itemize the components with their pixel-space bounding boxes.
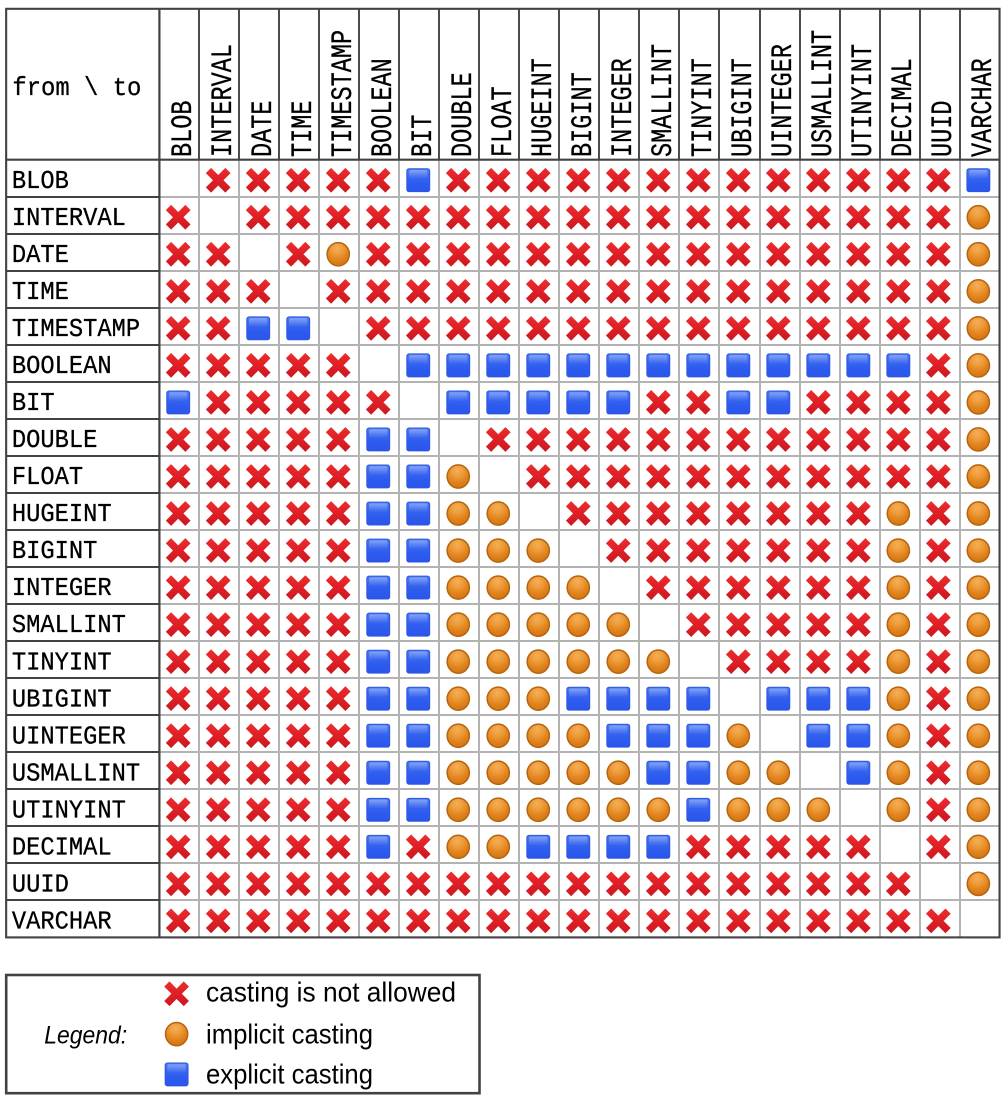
svg-text:BIGINT: BIGINT (567, 72, 600, 157)
svg-text:DATE: DATE (12, 241, 69, 270)
svg-text:USMALLINT: USMALLINT (12, 759, 140, 788)
svg-text:UUID: UUID (12, 870, 69, 899)
svg-text:VARCHAR: VARCHAR (12, 907, 112, 936)
svg-text:TIME: TIME (287, 101, 320, 158)
svg-text:UTINYINT: UTINYINT (847, 44, 880, 157)
svg-text:INTEGER: INTEGER (607, 58, 640, 157)
svg-text:VARCHAR: VARCHAR (967, 58, 1000, 157)
svg-text:explicit casting: explicit casting (206, 1059, 373, 1090)
svg-text:casting is not allowed: casting is not allowed (206, 977, 456, 1008)
svg-text:UBIGINT: UBIGINT (727, 58, 760, 157)
svg-text:SMALLINT: SMALLINT (647, 44, 680, 157)
svg-text:HUGEINT: HUGEINT (12, 500, 112, 529)
svg-text:DOUBLE: DOUBLE (12, 426, 98, 455)
svg-text:from \ to: from \ to (12, 74, 141, 103)
svg-text:HUGEINT: HUGEINT (527, 58, 560, 157)
svg-text:TIMESTAMP: TIMESTAMP (12, 315, 140, 344)
svg-text:BLOB: BLOB (167, 101, 200, 158)
svg-text:BOOLEAN: BOOLEAN (367, 58, 400, 157)
svg-text:BOOLEAN: BOOLEAN (12, 352, 112, 381)
svg-text:UINTEGER: UINTEGER (12, 722, 126, 751)
svg-text:DOUBLE: DOUBLE (447, 72, 480, 157)
svg-text:UINTEGER: UINTEGER (767, 44, 800, 157)
svg-text:FLOAT: FLOAT (487, 86, 520, 157)
svg-text:DECIMAL: DECIMAL (887, 58, 920, 157)
svg-text:INTERVAL: INTERVAL (207, 44, 240, 157)
svg-text:TINYINT: TINYINT (12, 648, 112, 677)
svg-text:BIT: BIT (12, 389, 55, 418)
svg-text:TIMESTAMP: TIMESTAMP (327, 30, 360, 157)
svg-text:TINYINT: TINYINT (687, 58, 720, 157)
svg-text:Legend:: Legend: (44, 1021, 127, 1049)
svg-text:UTINYINT: UTINYINT (12, 796, 126, 825)
svg-text:USMALLINT: USMALLINT (807, 30, 840, 157)
svg-text:INTERVAL: INTERVAL (12, 204, 126, 233)
svg-text:BIT: BIT (407, 115, 440, 157)
svg-text:SMALLINT: SMALLINT (12, 611, 126, 640)
svg-text:UBIGINT: UBIGINT (12, 685, 112, 714)
svg-text:BLOB: BLOB (12, 167, 69, 196)
svg-text:UUID: UUID (927, 101, 960, 158)
svg-text:TIME: TIME (12, 278, 69, 307)
svg-text:BIGINT: BIGINT (12, 537, 98, 566)
svg-text:DECIMAL: DECIMAL (12, 833, 112, 862)
svg-text:implicit casting: implicit casting (206, 1018, 373, 1049)
svg-text:FLOAT: FLOAT (12, 463, 83, 492)
svg-text:INTEGER: INTEGER (12, 574, 112, 603)
svg-text:DATE: DATE (247, 101, 280, 158)
